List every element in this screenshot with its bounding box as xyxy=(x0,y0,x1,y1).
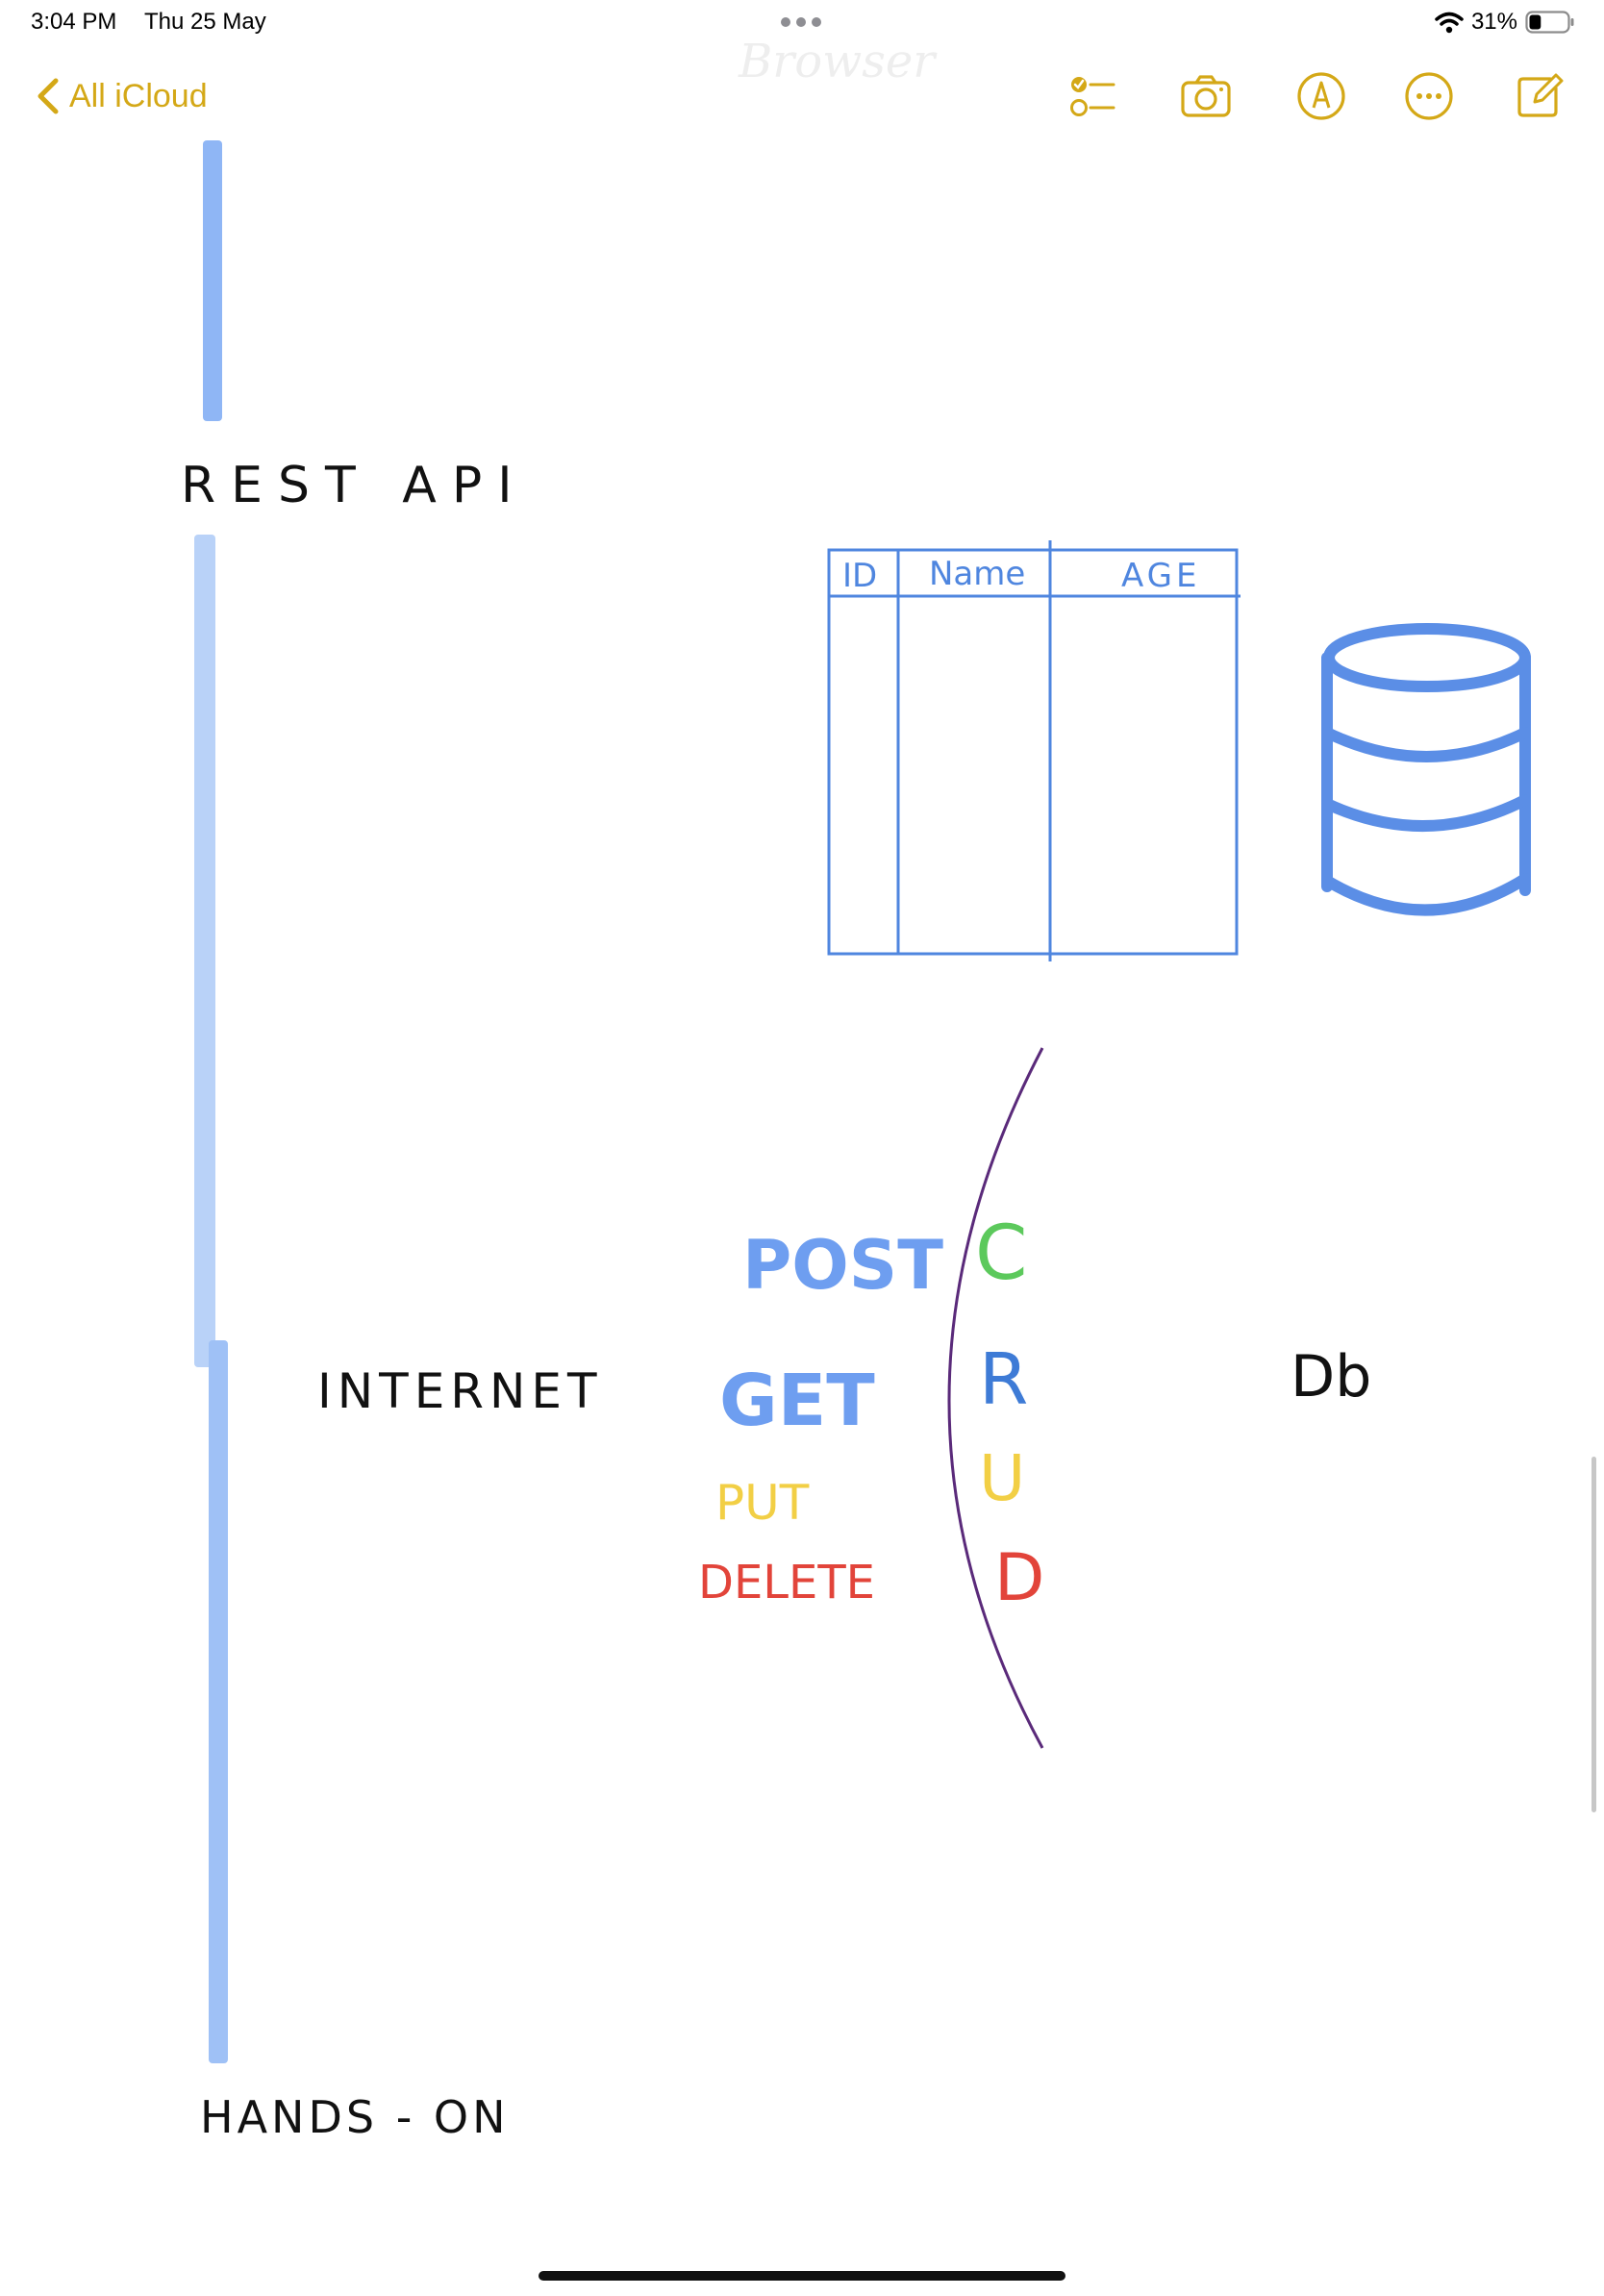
hands-on-label: HANDS - ON xyxy=(200,2091,510,2143)
battery-icon xyxy=(1525,11,1574,34)
chevron-left-icon xyxy=(38,78,59,114)
markup-pen-icon[interactable] xyxy=(1294,69,1348,123)
highlighter-stroke-top xyxy=(203,140,222,421)
method-post: POST xyxy=(742,1226,943,1305)
checklist-icon[interactable] xyxy=(1065,69,1119,123)
curved-divider xyxy=(947,1047,1044,1749)
status-bar: 3:04 PM Thu 25 May 31% xyxy=(0,0,1604,48)
method-delete: DELETE xyxy=(698,1556,875,1610)
wifi-icon xyxy=(1435,12,1464,34)
multitasking-dots-icon[interactable] xyxy=(777,12,825,33)
db-label: Db xyxy=(1291,1343,1371,1410)
method-get: GET xyxy=(719,1360,875,1442)
highlighter-stroke-bottom xyxy=(209,1340,228,2063)
vertical-scroll-indicator[interactable] xyxy=(1591,1457,1596,1812)
home-indicator[interactable] xyxy=(539,2271,1065,2281)
table-drawing xyxy=(827,540,1241,961)
table-header-age: AGE xyxy=(1121,557,1201,595)
crud-letter-r: R xyxy=(979,1338,1028,1421)
method-put: PUT xyxy=(715,1475,810,1531)
camera-icon[interactable] xyxy=(1179,69,1233,123)
crud-letter-c: C xyxy=(975,1210,1027,1297)
rest-api-label: REST API xyxy=(181,457,528,514)
status-date: Thu 25 May xyxy=(144,9,266,35)
back-button[interactable]: All iCloud xyxy=(35,73,208,119)
notes-toolbar: All iCloud xyxy=(0,58,1604,135)
battery-percent: 31% xyxy=(1470,9,1517,35)
status-time: 3:04 PM xyxy=(31,9,117,35)
more-options-icon[interactable] xyxy=(1402,69,1456,123)
crud-letter-u: U xyxy=(979,1441,1025,1515)
table-header-name: Name xyxy=(929,555,1025,593)
compose-icon[interactable] xyxy=(1512,69,1566,123)
table-header-id: ID xyxy=(842,557,877,595)
database-cylinder-icon xyxy=(1321,623,1531,916)
internet-label: INTERNET xyxy=(317,1363,603,1419)
status-indicators: 31% xyxy=(1435,8,1575,37)
faint-browser-text: Browser xyxy=(738,35,938,88)
crud-letter-d: D xyxy=(994,1540,1044,1616)
highlighter-stroke-middle xyxy=(194,535,215,1367)
back-button-label: All iCloud xyxy=(69,77,208,114)
